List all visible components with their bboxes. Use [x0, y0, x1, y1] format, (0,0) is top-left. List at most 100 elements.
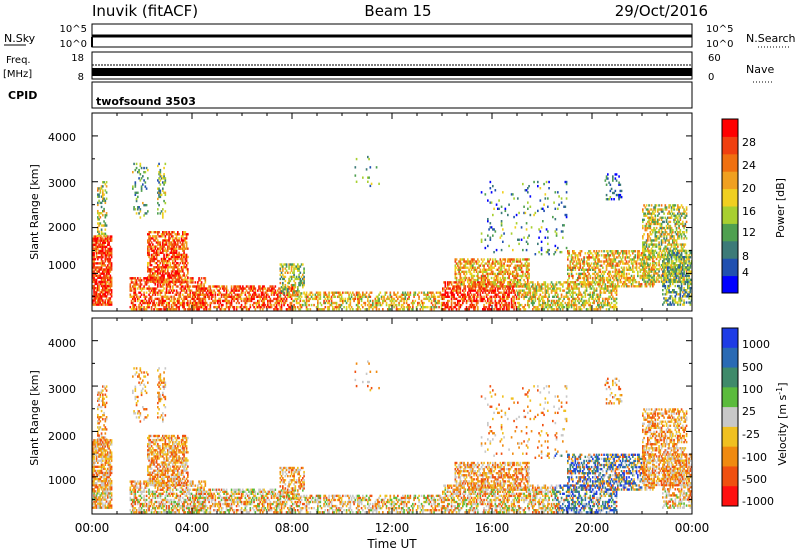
power-cell	[155, 278, 158, 281]
power-cell	[482, 276, 484, 280]
power-cell	[547, 301, 549, 305]
power-cell	[183, 303, 185, 307]
power-cell	[324, 291, 327, 294]
power-cell	[159, 289, 162, 292]
power-cell	[187, 255, 189, 259]
power-cell	[359, 293, 362, 296]
power-cell	[103, 276, 105, 279]
power-cell	[447, 305, 449, 309]
power-cell	[107, 293, 109, 296]
power-cell	[529, 287, 532, 290]
power-cell	[400, 305, 403, 309]
power-cell	[217, 289, 219, 292]
power-cell	[595, 276, 598, 280]
power-cell	[547, 287, 549, 290]
power-cell	[560, 201, 563, 204]
power-cell	[104, 224, 107, 227]
power-cell	[609, 303, 612, 307]
power-cell	[524, 293, 527, 296]
power-cell	[265, 293, 268, 296]
power-cell	[110, 237, 113, 240]
power-cell	[134, 299, 137, 303]
power-cell	[533, 293, 535, 296]
power-cell	[333, 291, 335, 294]
power-cell	[164, 264, 167, 267]
power-cell	[485, 262, 488, 265]
power-cell	[443, 281, 445, 284]
power-cell	[538, 236, 540, 239]
power-cell	[155, 245, 158, 248]
power-cell	[290, 267, 293, 270]
power-cell	[158, 181, 160, 184]
power-cell	[134, 193, 137, 197]
power-cell	[567, 272, 569, 276]
power-cell	[390, 297, 393, 301]
power-cell	[594, 278, 597, 282]
power-cell	[512, 303, 514, 307]
power-cell	[423, 301, 425, 305]
power-cell	[147, 233, 149, 236]
power-cell	[170, 243, 173, 246]
power-cell	[230, 287, 233, 290]
power-cell	[298, 301, 300, 305]
power-cell	[529, 289, 532, 292]
power-cell	[463, 258, 465, 261]
power-cell	[584, 252, 587, 255]
power-cell	[533, 289, 535, 292]
power-cell	[175, 308, 178, 311]
power-cell	[108, 249, 110, 253]
power-cell	[158, 162, 160, 166]
power-cell	[480, 297, 483, 301]
power-cell	[257, 289, 259, 292]
power-cell	[540, 303, 543, 307]
power-cell	[105, 249, 108, 253]
power-cell	[459, 278, 462, 282]
power-cell	[108, 282, 110, 286]
power-cell	[155, 266, 158, 269]
power-cell	[555, 283, 558, 286]
power-cell	[168, 303, 170, 307]
power-cell	[570, 303, 573, 307]
power-cell	[508, 272, 510, 276]
power-cell	[209, 308, 212, 311]
power-cell	[104, 299, 107, 302]
power-cell	[434, 301, 437, 305]
power-cell	[328, 301, 330, 305]
power-cell	[110, 291, 113, 294]
power-cell	[347, 297, 349, 301]
power-cell	[615, 276, 618, 280]
power-cell	[594, 258, 597, 261]
power-cell	[150, 245, 153, 248]
power-cell	[94, 258, 97, 261]
power-cell	[178, 237, 180, 240]
power-cell	[238, 285, 240, 288]
power-cell	[168, 233, 170, 236]
power-cell	[474, 293, 477, 296]
power-cell	[95, 237, 98, 240]
power-cell	[97, 289, 99, 292]
power-cell	[503, 295, 505, 299]
power-cell	[458, 305, 460, 309]
power-cell	[233, 308, 235, 311]
power-cell	[583, 291, 585, 294]
power-cell	[525, 264, 528, 267]
power-cell	[577, 256, 579, 259]
power-cell	[149, 239, 152, 242]
power-cell	[607, 289, 609, 292]
power-cell	[109, 270, 112, 273]
power-cell	[163, 173, 165, 176]
power-cell	[258, 287, 260, 290]
power-cell	[452, 289, 454, 292]
power-cell	[199, 291, 202, 294]
power-cell	[619, 278, 622, 282]
power-cell	[105, 270, 108, 273]
power-cell	[164, 291, 167, 294]
power-cell	[177, 305, 179, 309]
power-cell	[100, 264, 103, 267]
power-cell	[572, 252, 574, 255]
power-cell	[487, 308, 489, 311]
power-cell	[532, 295, 534, 299]
power-cell	[438, 291, 440, 294]
power-cell	[418, 297, 420, 301]
power-cell	[337, 291, 339, 294]
